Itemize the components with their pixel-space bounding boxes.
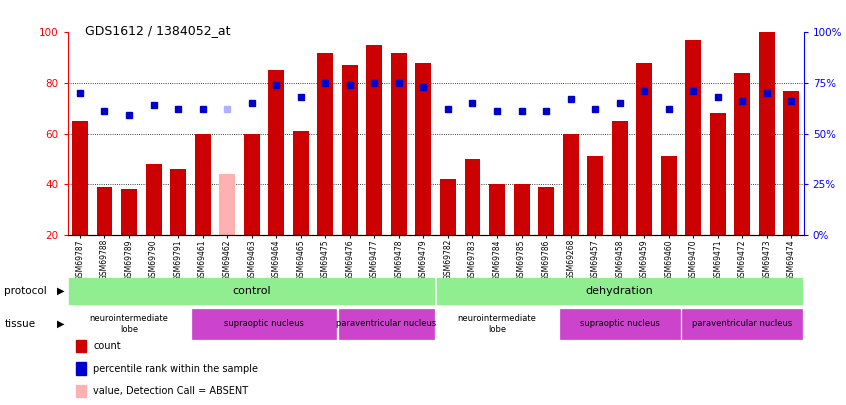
Bar [559, 309, 680, 339]
Bar [682, 309, 803, 339]
Bar [464, 159, 481, 235]
Text: count: count [93, 341, 121, 351]
Text: paraventricular nucleus: paraventricular nucleus [692, 320, 793, 328]
Bar [121, 190, 137, 235]
Bar [437, 309, 558, 339]
Bar [391, 53, 407, 235]
Bar [415, 63, 431, 235]
Bar [440, 179, 456, 235]
Bar [685, 40, 701, 235]
Bar [72, 121, 88, 235]
Bar [244, 134, 260, 235]
Text: protocol: protocol [4, 286, 47, 296]
Bar [514, 184, 530, 235]
Bar [563, 134, 579, 235]
Text: paraventricular nucleus: paraventricular nucleus [337, 320, 437, 328]
Bar [783, 91, 799, 235]
Text: ▶: ▶ [58, 286, 64, 296]
Text: percentile rank within the sample: percentile rank within the sample [93, 364, 258, 373]
Bar [293, 131, 309, 235]
Text: GDS1612 / 1384052_at: GDS1612 / 1384052_at [85, 24, 230, 37]
Text: supraoptic nucleus: supraoptic nucleus [224, 320, 304, 328]
Text: ▶: ▶ [58, 319, 64, 329]
Bar [219, 174, 235, 235]
Bar [538, 187, 554, 235]
Text: neurointermediate
lobe: neurointermediate lobe [90, 314, 168, 334]
Bar [710, 113, 726, 235]
Bar [759, 32, 775, 235]
Bar [661, 156, 677, 235]
Bar [317, 53, 333, 235]
Bar [170, 169, 186, 235]
Bar [268, 70, 284, 235]
Text: neurointermediate
lobe: neurointermediate lobe [458, 314, 536, 334]
Bar [366, 45, 382, 235]
Bar [342, 65, 358, 235]
Text: control: control [233, 286, 271, 296]
Text: tissue: tissue [4, 319, 36, 329]
Bar [69, 278, 435, 304]
Text: supraoptic nucleus: supraoptic nucleus [580, 320, 660, 328]
Bar [636, 63, 652, 235]
Bar [734, 73, 750, 235]
Text: value, Detection Call = ABSENT: value, Detection Call = ABSENT [93, 386, 248, 396]
Bar [69, 309, 190, 339]
Text: dehydration: dehydration [585, 286, 654, 296]
Bar [146, 164, 162, 235]
Bar [195, 134, 211, 235]
Bar [587, 156, 603, 235]
Bar [96, 187, 113, 235]
Bar [338, 309, 435, 339]
Bar [489, 184, 505, 235]
Bar [612, 121, 628, 235]
Bar [437, 278, 803, 304]
Bar [191, 309, 337, 339]
